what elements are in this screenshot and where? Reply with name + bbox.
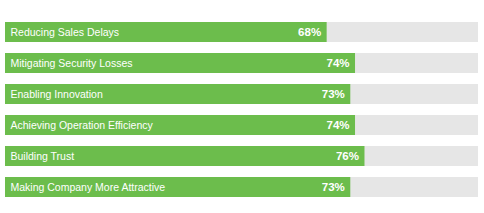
svg-text:Mitigating Security Losses: Mitigating Security Losses <box>11 57 133 69</box>
svg-text:Reducing Sales Delays: Reducing Sales Delays <box>11 26 120 38</box>
svg-text:Enabling Innovation: Enabling Innovation <box>11 88 103 100</box>
svg-text:74%: 74% <box>326 57 349 69</box>
svg-text:76%: 76% <box>336 150 359 162</box>
svg-text:Building Trust: Building Trust <box>11 150 75 162</box>
svg-text:73%: 73% <box>322 181 345 193</box>
svg-text:Making Company More Attractive: Making Company More Attractive <box>11 181 166 193</box>
svg-text:Achieving Operation Efficiency: Achieving Operation Efficiency <box>11 119 154 131</box>
svg-text:73%: 73% <box>322 88 345 100</box>
svg-text:68%: 68% <box>298 26 321 38</box>
svg-text:74%: 74% <box>326 119 349 131</box>
